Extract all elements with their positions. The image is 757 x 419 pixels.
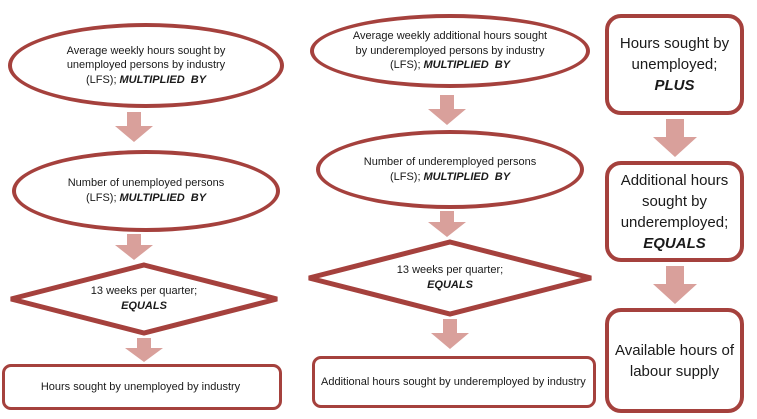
node-weeks-per-quarter-underemployed: 13 weeks per quarter; EQUALS	[306, 239, 594, 317]
node-keyword: EQUALS	[121, 300, 167, 312]
node-keyword: EQUALS	[643, 234, 706, 252]
node-keyword: EQUALS	[427, 279, 473, 291]
node-text: Available hours of labour supply	[615, 341, 734, 380]
node-weeks-per-quarter-unemployed: 13 weeks per quarter; EQUALS	[8, 262, 280, 336]
node-keyword: MULTIPLIED BY	[119, 192, 207, 204]
down-arrow-icon	[125, 338, 163, 367]
node-avg-weekly-additional-hours-underemployed: Average weekly additional hours sought b…	[310, 14, 590, 88]
down-arrow-icon	[115, 234, 153, 265]
node-text: 13 weeks per quarter;	[90, 285, 198, 298]
down-arrow-icon	[428, 95, 466, 130]
node-avg-weekly-hours-unemployed: Average weekly hours sought by unemploye…	[8, 23, 284, 108]
node-text: Hours sought by unemployed;	[619, 35, 730, 73]
down-arrow-icon	[431, 319, 469, 354]
node-hours-sought-unemployed-by-industry: Hours sought by unemployed by industry	[2, 364, 282, 410]
node-text: Number of underemployed persons (LFS);	[363, 155, 537, 183]
down-arrow-icon	[115, 112, 153, 147]
node-keyword: MULTIPLIED BY	[423, 170, 511, 183]
node-hours-sought-by-unemployed: Hours sought by unemployed; PLUS	[605, 14, 744, 115]
node-keyword: PLUS	[654, 77, 695, 94]
node-number-underemployed-persons: Number of underemployed persons (LFS); MU…	[316, 130, 584, 209]
node-text: Hours sought by unemployed by industry	[40, 380, 241, 393]
node-text: Additional hours sought by underemployed…	[321, 375, 586, 388]
node-available-hours-of-labour-supply: Available hours of labour supply	[605, 308, 744, 413]
node-text: Number of unemployed persons (LFS);	[67, 177, 225, 204]
node-additional-hours-sought-by-underemployed: Additional hours sought by underemployed…	[605, 161, 744, 262]
down-arrow-icon	[653, 266, 697, 309]
node-text: Additional hours sought by underemployed…	[620, 171, 729, 231]
down-arrow-icon	[428, 211, 466, 242]
node-text: Average weekly additional hours sought b…	[352, 30, 548, 72]
node-additional-hours-underemployed-by-industry: Additional hours sought by underemployed…	[312, 356, 596, 408]
node-keyword: MULTIPLIED BY	[423, 59, 511, 72]
node-text: Average weekly hours sought by unemploye…	[66, 44, 226, 86]
node-keyword: MULTIPLIED BY	[119, 73, 207, 86]
node-number-unemployed-persons: Number of unemployed persons (LFS); MULTI…	[12, 150, 280, 232]
down-arrow-icon	[653, 119, 697, 162]
node-text: 13 weeks per quarter;	[396, 264, 504, 277]
